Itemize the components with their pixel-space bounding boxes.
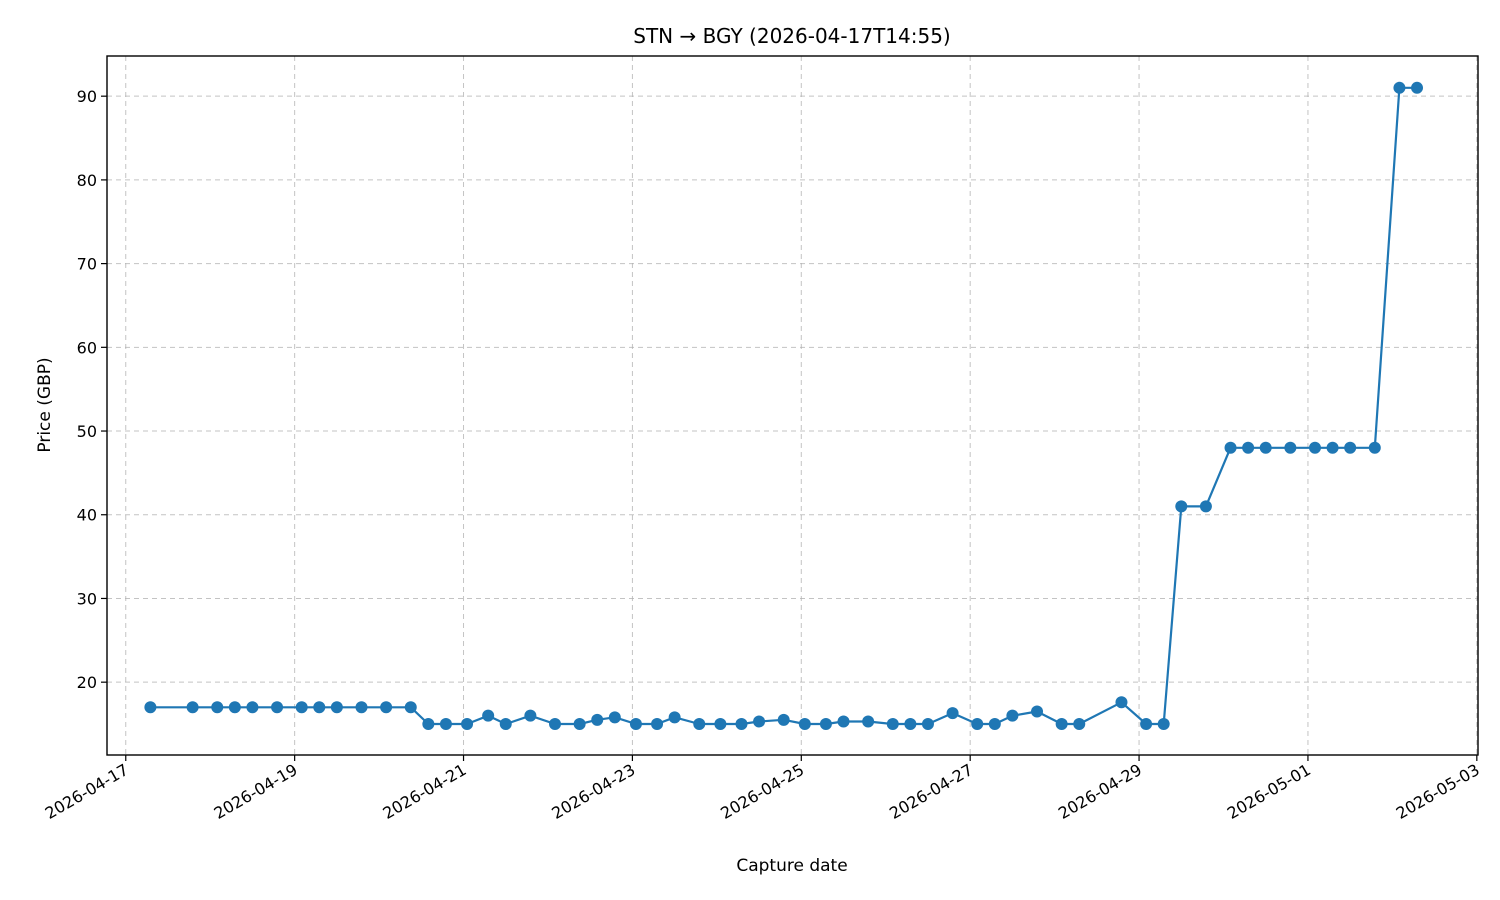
y-tick-label: 70 [77,255,97,274]
data-point [1242,441,1255,454]
y-tick-label: 80 [77,171,97,190]
series-line [150,86,1417,726]
data-point [1199,500,1212,513]
y-tick-label: 60 [77,338,97,357]
data-point [573,718,586,731]
data-point [330,701,343,714]
data-point [246,701,259,714]
x-tick-label: 2026-04-27 [886,760,976,823]
y-tick-label: 40 [77,506,97,525]
data-point [971,718,984,731]
data-point [549,718,562,731]
series-price [144,81,1424,731]
data-point [1157,718,1170,731]
data-point [1115,696,1128,709]
y-axis-ticks: 20 30 40 50 60 70 80 90 [77,87,107,692]
x-tick-label: 2026-05-03 [1393,760,1483,823]
data-point [355,701,368,714]
y-axis-label: Price (GBP) [35,357,55,452]
y-tick-label: 20 [77,673,97,692]
data-point [608,711,621,724]
data-point [886,718,899,731]
data-point [271,701,284,714]
chart-title: STN → BGY (2026-04-17T14:55) [633,24,950,48]
data-point [144,701,157,714]
data-point [1006,709,1019,722]
data-point [735,718,748,731]
x-tick-label: 2026-04-19 [211,760,301,823]
x-tick-label: 2026-04-25 [717,760,807,823]
data-point [1224,441,1237,454]
data-point [1284,441,1297,454]
data-point [693,718,706,731]
y-tick-label: 90 [77,87,97,106]
data-point [313,701,326,714]
data-point [1326,441,1339,454]
x-tick-label: 2026-04-23 [548,760,638,823]
x-tick-label: 2026-05-01 [1224,760,1314,823]
data-point [988,718,1001,731]
x-axis-ticks: 2026-04-17 2026-04-19 2026-04-21 2026-04-23… [42,755,1483,823]
data-point [651,718,664,731]
data-point [1308,441,1321,454]
data-point [1140,718,1153,731]
data-point [1411,81,1424,94]
x-tick-label: 2026-04-29 [1055,760,1145,823]
data-point [1368,441,1381,454]
data-point [753,715,766,728]
data-point [837,715,850,728]
x-axis-label: Capture date [736,856,847,876]
data-point [862,715,875,728]
data-point [629,718,642,731]
data-point [295,701,308,714]
data-point [1259,441,1272,454]
y-tick-label: 50 [77,422,97,441]
x-tick-label: 2026-04-21 [380,760,470,823]
data-point [777,713,790,726]
grid [107,56,1478,755]
data-point [404,701,417,714]
x-tick-label: 2026-04-17 [42,760,132,823]
data-point [380,701,393,714]
data-point [1073,718,1086,731]
data-point [439,718,452,731]
data-point [668,711,681,724]
data-point [921,718,934,731]
data-point [1175,500,1188,513]
data-point [1031,705,1044,718]
data-point [1344,441,1357,454]
data-point [186,701,199,714]
plot-frame [106,55,1479,756]
data-point [1055,718,1068,731]
data-point [228,701,241,714]
data-point [461,718,474,731]
data-point [819,718,832,731]
data-point [798,718,811,731]
data-point [499,718,512,731]
data-point [422,718,435,731]
data-point [1393,81,1406,94]
data-point [524,709,537,722]
data-point [482,709,495,722]
data-point [904,718,917,731]
y-tick-label: 30 [77,589,97,608]
data-point [946,707,959,720]
data-point [591,713,604,726]
data-point [714,718,727,731]
data-point [211,701,224,714]
